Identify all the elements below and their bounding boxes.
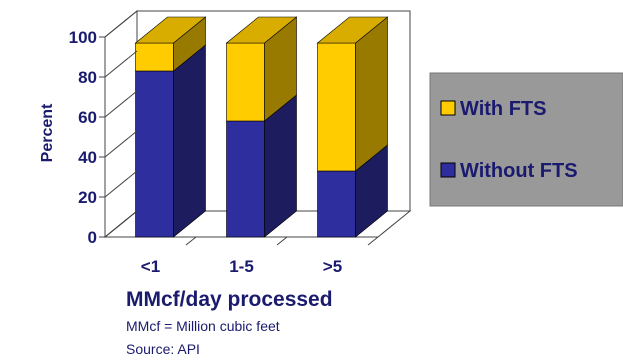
bar-side — [173, 44, 206, 238]
y-tick-label: 0 — [88, 228, 97, 247]
y-tick-depth-line — [104, 10, 138, 38]
bar-segment — [317, 144, 388, 238]
legend-background — [429, 72, 623, 207]
bars-group — [134, 16, 389, 238]
bar-front — [226, 120, 265, 238]
x-axis-ticks: <1 1-5 >5 — [141, 236, 379, 276]
y-tick-label: 60 — [78, 108, 97, 127]
y-axis-label: Percent — [39, 103, 56, 162]
bar-front — [317, 42, 356, 172]
bar-front — [135, 70, 174, 238]
x-tick-label: <1 — [141, 257, 160, 276]
note-units: MMcf = Million cubic feet — [126, 318, 280, 334]
y-tick-label: 40 — [78, 148, 97, 167]
y-tick-label: 80 — [78, 68, 97, 87]
x-tick-label: 1-5 — [229, 257, 254, 276]
bar-top — [316, 16, 389, 44]
bar-side — [355, 16, 388, 172]
y-tick-label: 20 — [78, 188, 97, 207]
legend-swatch-with-fts — [440, 100, 456, 116]
y-tick-depth-line — [104, 90, 138, 118]
x-axis-label: MMcf/day processed — [126, 288, 333, 311]
y-tick-depth-line — [104, 50, 138, 78]
bar-segment — [226, 16, 297, 122]
legend-label-with-fts: With FTS — [460, 98, 546, 120]
note-source: Source: API — [126, 341, 200, 357]
left-wall — [104, 9, 138, 239]
bar-front — [317, 170, 356, 238]
legend-swatch-without-fts — [440, 162, 456, 178]
legend-label-without-fts: Without FTS — [460, 160, 578, 182]
x-tick-mark — [276, 236, 288, 246]
bar-segment — [135, 44, 206, 238]
y-axis-ticks: 0 20 40 60 80 100 — [69, 10, 138, 247]
bar-front — [226, 42, 265, 122]
y-tick-label: 100 — [69, 28, 97, 47]
bar-top — [225, 16, 298, 44]
x-tick-mark — [185, 236, 197, 246]
y-tick-depth-line — [104, 170, 138, 198]
bar-front — [135, 42, 174, 72]
bar-segment — [317, 16, 388, 172]
x-tick-mark — [367, 236, 379, 246]
y-tick-depth-line — [104, 210, 138, 238]
legend: With FTS Without FTS — [429, 72, 623, 207]
bar-segment — [226, 94, 297, 238]
y-tick-depth-line — [104, 130, 138, 158]
bar-segment — [135, 16, 206, 72]
x-tick-label: >5 — [323, 257, 342, 276]
bar-top — [134, 16, 207, 44]
